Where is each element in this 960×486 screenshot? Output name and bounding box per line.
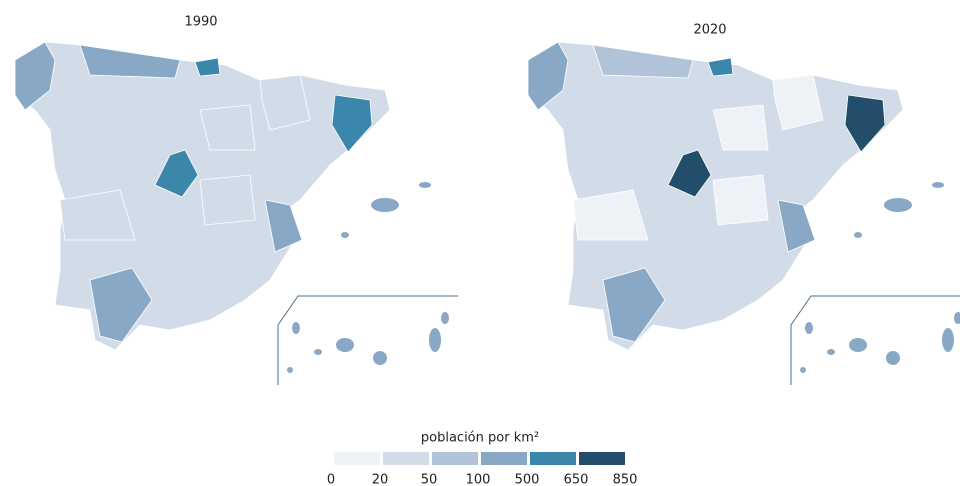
legend-tick-label: 500 (515, 473, 540, 486)
legend-tick-label: 50 (421, 473, 438, 486)
island (849, 338, 867, 352)
island (287, 367, 293, 373)
legend-tick-label: 850 (613, 473, 638, 486)
island (805, 322, 813, 334)
map-title: 2020 (693, 23, 726, 38)
legend-swatch (383, 452, 429, 465)
region (199, 174, 256, 226)
map-title: 1990 (184, 15, 217, 30)
region (199, 104, 256, 151)
map (14, 41, 458, 385)
island (884, 198, 912, 212)
island (373, 351, 387, 365)
region (572, 189, 649, 241)
legend-swatch (481, 452, 527, 465)
region (592, 44, 694, 79)
island (336, 338, 354, 352)
legend-swatch (530, 452, 576, 465)
region (259, 74, 311, 131)
legend-tick-label: 0 (327, 473, 335, 486)
legend-title: población por km² (421, 431, 539, 446)
legend-tick-label: 100 (466, 473, 491, 486)
region (707, 57, 734, 77)
island (419, 182, 431, 188)
region (264, 199, 303, 253)
legend-tick-label: 20 (372, 473, 389, 486)
island (429, 328, 441, 352)
region (194, 57, 221, 77)
region (89, 267, 153, 343)
region (712, 174, 769, 226)
inset-frame (277, 295, 458, 385)
region (712, 104, 769, 151)
island (932, 182, 944, 188)
island (954, 312, 960, 324)
legend: 0 20 50 100 500 650 850 (327, 452, 638, 486)
island (441, 312, 449, 324)
region (59, 189, 136, 241)
region (79, 44, 181, 79)
region (772, 74, 824, 131)
region (667, 149, 712, 198)
legend-swatch (334, 452, 380, 465)
island (341, 232, 349, 238)
island (292, 322, 300, 334)
island (800, 367, 806, 373)
island (942, 328, 954, 352)
legend-swatch (432, 452, 478, 465)
maps (14, 41, 960, 385)
region (844, 94, 886, 153)
region (527, 41, 569, 111)
island (827, 349, 835, 355)
region (777, 199, 816, 253)
island (371, 198, 399, 212)
legend-tick-label: 650 (564, 473, 589, 486)
inset-frame (790, 295, 960, 385)
island (314, 349, 322, 355)
region (154, 149, 199, 198)
region (331, 94, 373, 153)
map (527, 41, 960, 385)
island (886, 351, 900, 365)
region (602, 267, 666, 343)
island (854, 232, 862, 238)
legend-swatch (579, 452, 625, 465)
region (14, 41, 56, 111)
